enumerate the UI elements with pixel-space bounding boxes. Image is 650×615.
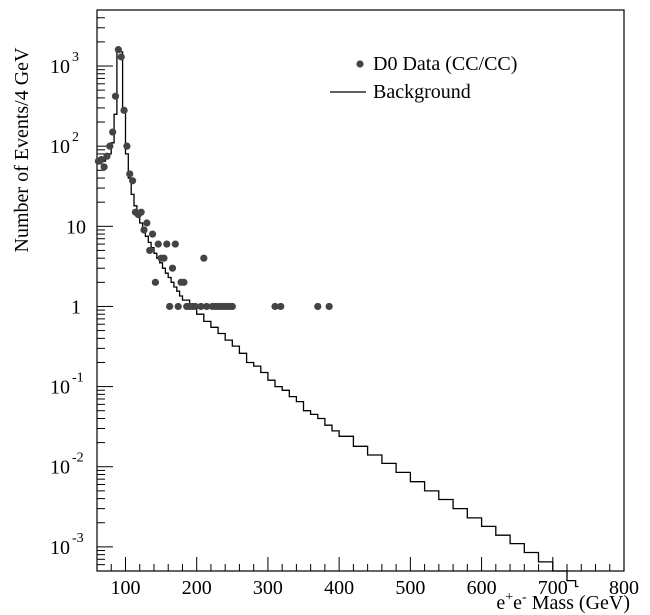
y-tick-exponent: -1	[72, 371, 84, 386]
data-point	[114, 46, 122, 54]
legend-label: Background	[373, 81, 471, 103]
data-point	[111, 92, 120, 100]
y-tick-label: 10	[50, 136, 70, 158]
data-point	[200, 254, 208, 262]
data-point	[171, 240, 179, 248]
y-tick-label: 10	[50, 537, 70, 559]
x-tick-label: 700	[538, 577, 568, 599]
data-point	[106, 142, 114, 150]
data-point	[277, 302, 285, 311]
y-tick-label: 1	[71, 296, 81, 318]
data-point	[100, 163, 108, 171]
data-point	[174, 302, 182, 311]
y-tick-exponent: 3	[72, 50, 79, 65]
y-tick-label: 10	[66, 216, 86, 238]
data-point	[151, 278, 159, 286]
y-tick-exponent: -2	[72, 451, 84, 466]
data-point	[163, 240, 171, 248]
y-tick-label: 10	[50, 56, 70, 78]
x-tick-label: 500	[395, 577, 425, 599]
data-point	[314, 302, 322, 311]
x-tick-label: 300	[253, 577, 283, 599]
x-axis-title: e+e- Mass (GeV)	[496, 590, 630, 614]
background-series	[97, 51, 579, 588]
data-point	[117, 53, 125, 61]
y-tick-exponent: -3	[72, 531, 84, 546]
data-point	[137, 208, 145, 216]
data-series	[94, 46, 333, 311]
x-axis: 100 200 300 400 500 600 700 800	[96, 557, 639, 599]
x-tick-label: 600	[467, 577, 497, 599]
y-axis-title: Number of Events/4 GeV	[11, 47, 33, 253]
y-tick-label: 10	[50, 377, 70, 399]
data-point	[123, 142, 131, 150]
data-point	[120, 106, 128, 114]
data-point	[191, 302, 199, 311]
data-point	[146, 246, 154, 255]
data-point	[97, 155, 105, 164]
x-tick-label: 100	[110, 577, 140, 599]
y-tick-exponent: 2	[72, 130, 79, 145]
data-point	[103, 152, 111, 160]
plot-frame	[96, 9, 625, 572]
data-point	[197, 302, 205, 311]
y-tick-label: 10	[50, 457, 70, 479]
data-point	[154, 240, 162, 248]
data-point	[129, 177, 137, 185]
data-point	[203, 302, 211, 311]
x-tick-label: 400	[324, 577, 354, 599]
legend-label: D0 Data (CC/CC)	[373, 53, 517, 75]
data-point	[325, 302, 333, 311]
data-point	[180, 278, 188, 286]
background-line	[97, 51, 579, 588]
data-point	[109, 128, 117, 136]
legend: D0 Data (CC/CC) Background	[330, 53, 517, 103]
x-tick-label: 200	[182, 577, 212, 599]
data-point	[143, 219, 151, 227]
data-point	[271, 302, 279, 311]
legend-marker-dot	[356, 60, 364, 68]
data-point	[160, 254, 168, 262]
data-point	[140, 226, 148, 234]
data-point	[148, 230, 157, 238]
data-point	[228, 302, 236, 311]
data-point	[126, 170, 134, 178]
data-point	[166, 302, 174, 311]
x-tick-label: 800	[609, 577, 639, 599]
data-point	[168, 264, 177, 272]
plot-border	[96, 9, 625, 572]
